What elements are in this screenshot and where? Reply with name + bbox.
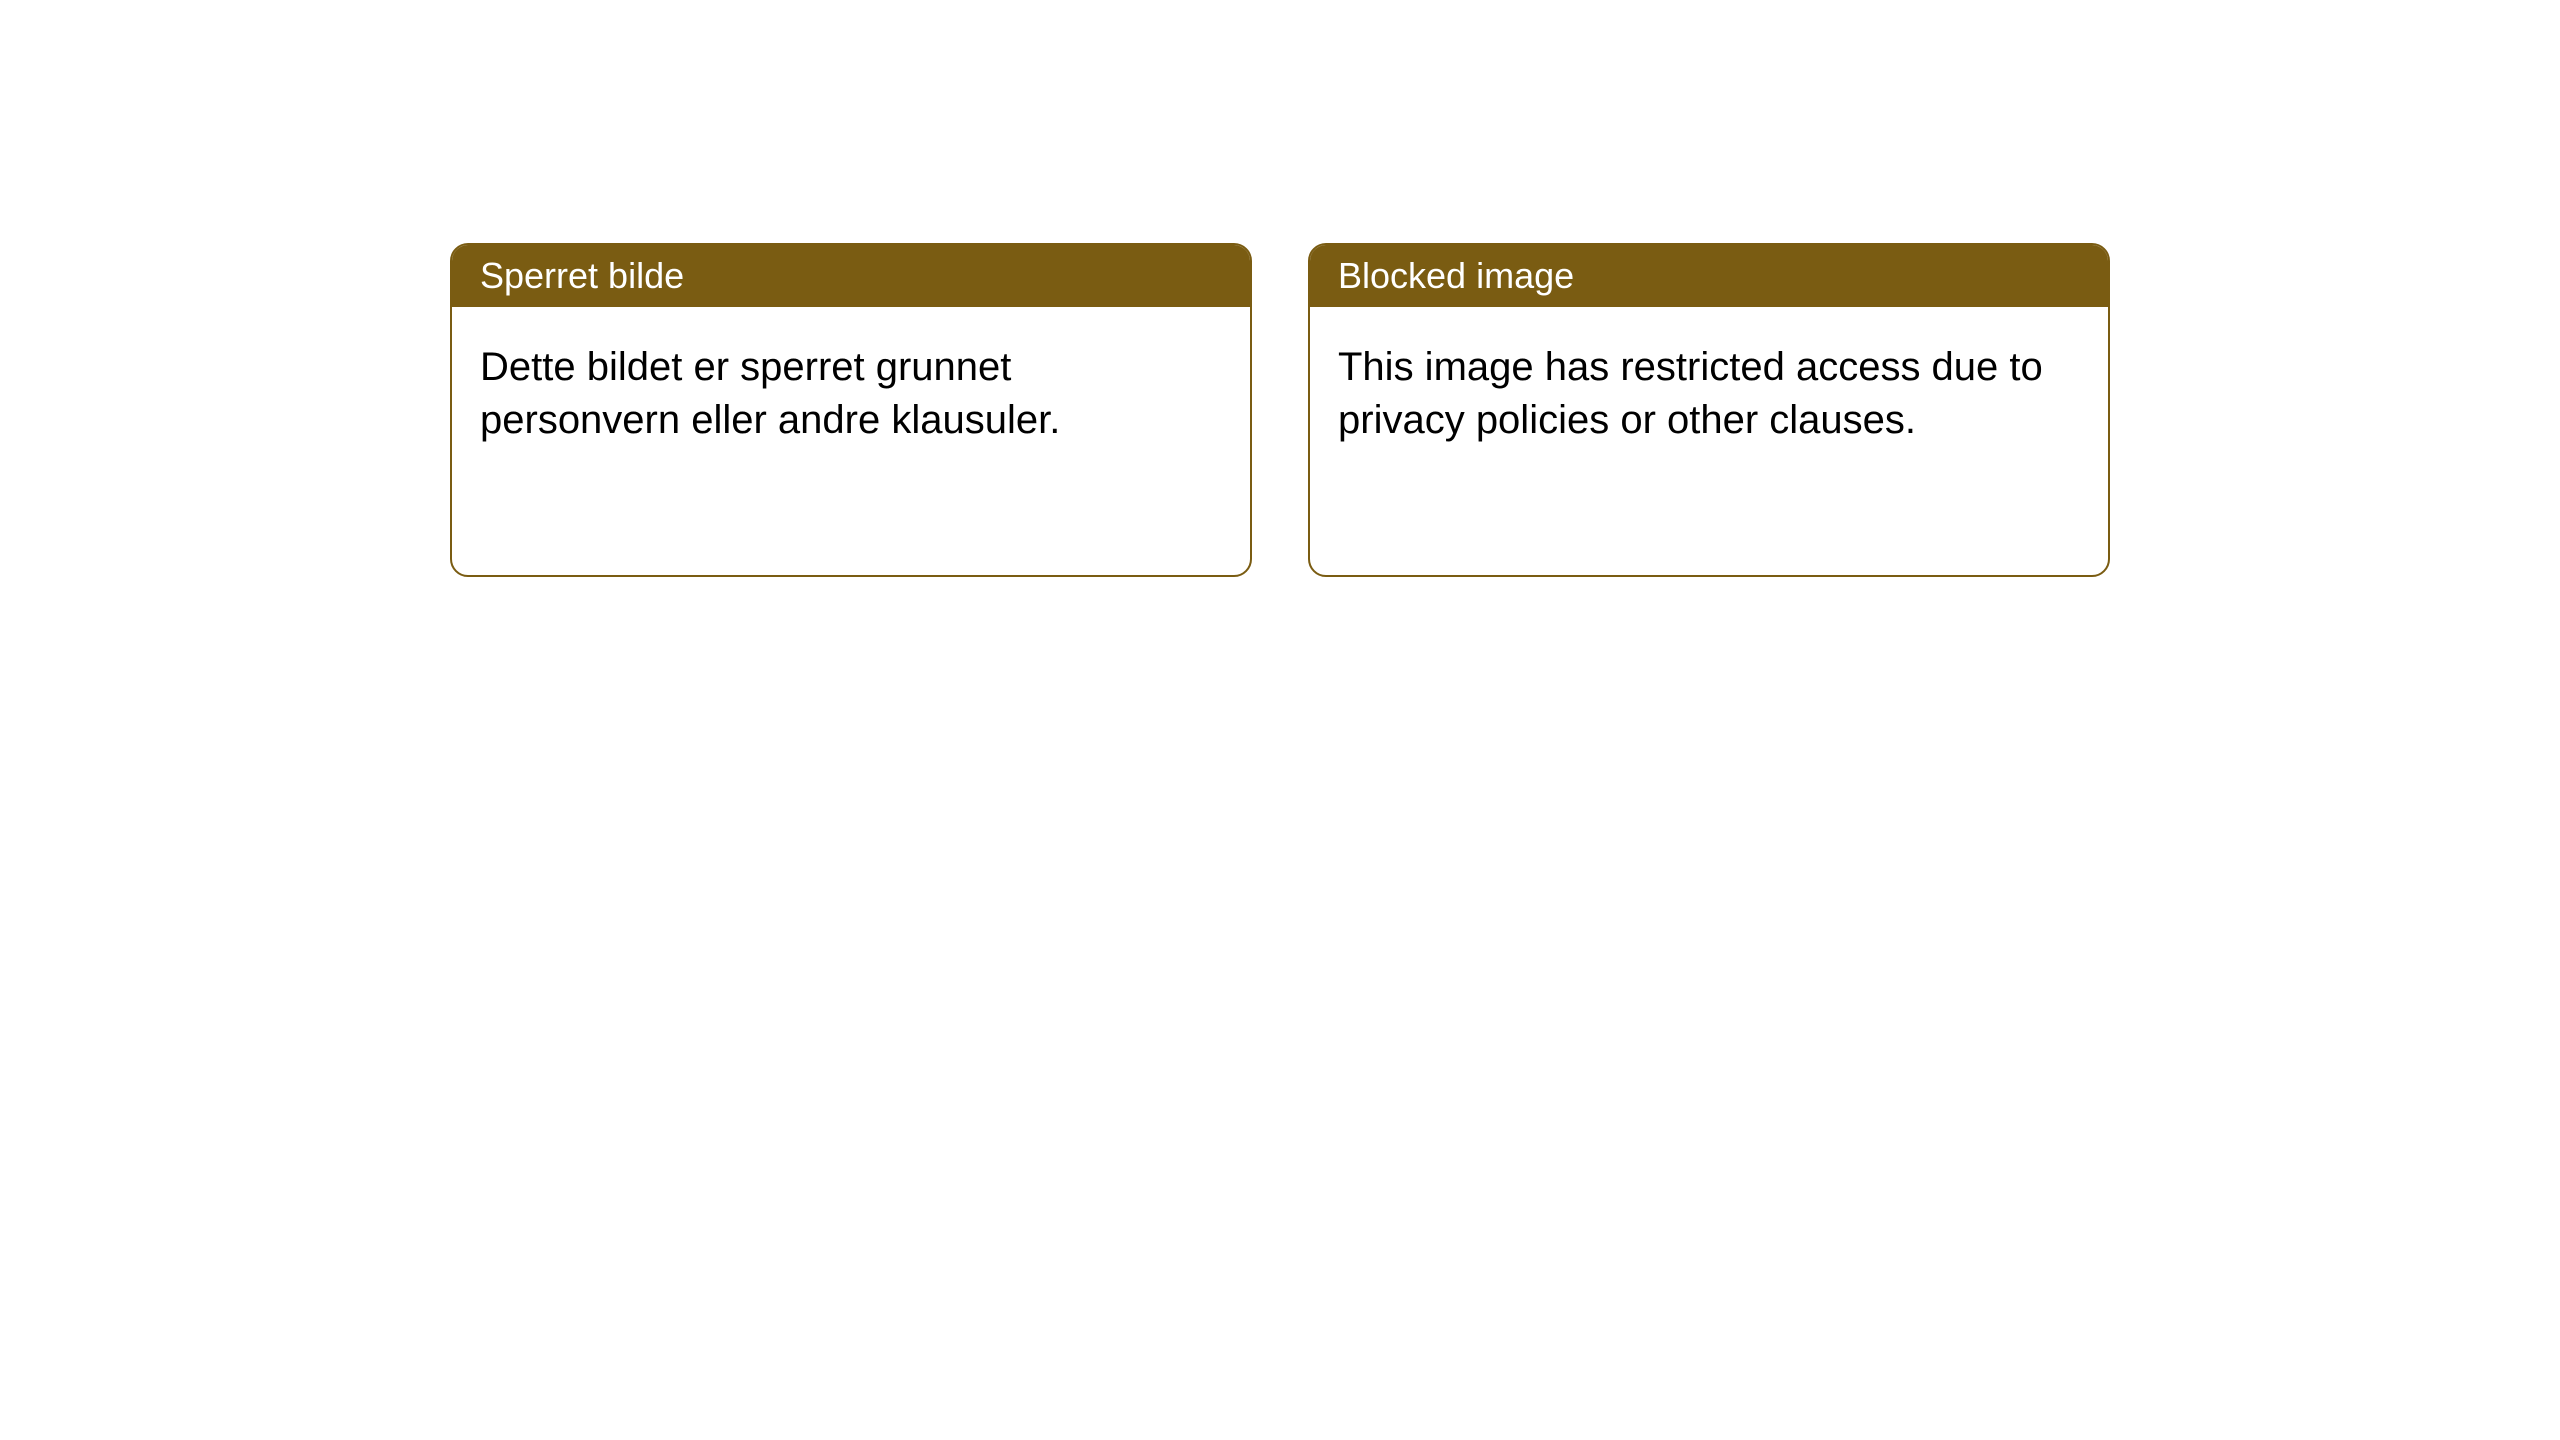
card-body: Dette bildet er sperret grunnet personve… [452,307,1250,481]
card-body-text: Dette bildet er sperret grunnet personve… [480,345,1060,442]
blocked-image-notice-container: Sperret bilde Dette bildet er sperret gr… [450,243,2110,577]
card-header: Sperret bilde [452,245,1250,307]
blocked-image-card-norwegian: Sperret bilde Dette bildet er sperret gr… [450,243,1252,577]
card-header: Blocked image [1310,245,2108,307]
card-body-text: This image has restricted access due to … [1338,345,2043,442]
card-body: This image has restricted access due to … [1310,307,2108,481]
card-title: Sperret bilde [480,255,684,296]
blocked-image-card-english: Blocked image This image has restricted … [1308,243,2110,577]
card-title: Blocked image [1338,255,1574,296]
